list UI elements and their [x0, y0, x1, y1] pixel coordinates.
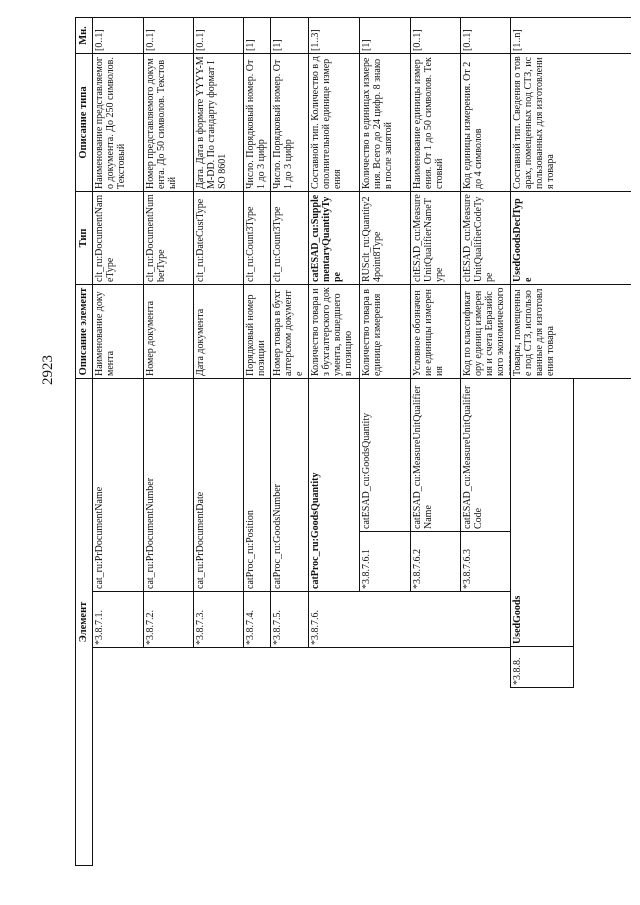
- multiplicity: [1..n]: [510, 17, 631, 54]
- element-type: clt_ru:DateCustType: [193, 191, 244, 285]
- type-description: Код единицы измерения. От 2 до 4 символо…: [460, 53, 511, 192]
- multiplicity: [0..1]: [143, 17, 194, 54]
- element-type: catESAD_cu:SupplementaryQuantityType: [308, 191, 360, 285]
- type-description: Число. Порядковый номер. От 1 до 3 цифр: [270, 53, 309, 192]
- multiplicity: [1]: [243, 17, 271, 54]
- element-number: *3.8.7.6.1: [359, 531, 411, 592]
- element-name: UsedGoods: [510, 378, 574, 647]
- header-type: Тип: [75, 191, 93, 285]
- element-number: *3.8.7.3.: [193, 591, 244, 648]
- element-name: catProc_ru:GoodsQuantity: [308, 378, 360, 592]
- type-description: Число. Порядковый номер. От 1 до 3 цифр: [243, 53, 271, 192]
- multiplicity: [0..1]: [410, 17, 461, 54]
- type-description: Составной тип. Количество в дополнительн…: [308, 53, 360, 192]
- element-description: Код по классификатору единиц измерения и…: [460, 284, 511, 379]
- element-number: *3.8.7.1.: [92, 591, 144, 648]
- element-type: cltESAD_cu:MeasureUnitQualifierCodeType: [460, 191, 511, 285]
- element-name: catESAD_cu:MeasureUnitQualifierName: [410, 378, 461, 532]
- element-description: Номер документа: [143, 284, 194, 379]
- type-description: Наименование представляемого документа. …: [92, 53, 144, 192]
- element-type: cltESAD_cu:MeasureUnitQualifierNameType: [410, 191, 461, 285]
- header-multiplicity: Мн.: [75, 17, 93, 54]
- element-description: Дата документа: [193, 284, 244, 379]
- element-type: UsedGoodsDeclType: [510, 191, 631, 285]
- header-element-description: Описание элемента: [75, 284, 93, 379]
- multiplicity: [0..1]: [193, 17, 244, 54]
- element-name: catProc_ru:GoodsNumber: [270, 378, 309, 592]
- element-number: *3.8.7.4.: [243, 591, 271, 648]
- type-description: Дата. Дата в формате YYYY-MM-DD. По стан…: [193, 53, 244, 192]
- element-name: cat_ru:PrDocumentName: [92, 378, 144, 592]
- element-name: cat_ru:PrDocumentNumber: [143, 378, 194, 592]
- element-number: *3.8.7.6.: [308, 591, 511, 648]
- element-description: Количество товара в единице измерения: [359, 284, 411, 379]
- element-description: Количество товара из бухгалтерского доку…: [308, 284, 360, 379]
- element-description: Наименование документа: [92, 284, 144, 379]
- element-type: clt_ru:Count3Type: [243, 191, 271, 285]
- element-description: Номер товара в бухгалтерском документе: [270, 284, 309, 379]
- element-description: Условное обозначение единицы измерения: [410, 284, 461, 379]
- element-type: RUSclt_ru:Quantity24point8Type: [359, 191, 411, 285]
- element-type: clt_ru:DocumentNameType: [92, 191, 144, 285]
- header-type-description: Описание типа: [75, 53, 93, 192]
- element-name: catProc_ru:Position: [243, 378, 271, 592]
- element-type: clt_ru:Count3Type: [270, 191, 309, 285]
- element-name: catESAD_cu:MeasureUnitQualifierCode: [460, 378, 511, 532]
- element-name: catESAD_cu:GoodsQuantity: [359, 378, 411, 532]
- element-number: *3.8.7.2.: [143, 591, 194, 648]
- multiplicity: [0..1]: [92, 17, 144, 54]
- multiplicity: [1]: [359, 17, 411, 54]
- multiplicity: [1..3]: [308, 17, 360, 54]
- element-description: Порядковый номер позиции: [243, 284, 271, 379]
- header-element: Элемент: [75, 378, 93, 866]
- element-description: Товары, помещенные под СТЗ, использованн…: [510, 284, 631, 379]
- element-name: cat_ru:PrDocumentDate: [193, 378, 244, 592]
- type-description: Составной тип. Сведения о товарах, помещ…: [510, 53, 631, 192]
- element-number: *3.8.7.6.2: [410, 531, 461, 592]
- multiplicity: [1]: [270, 17, 309, 54]
- element-number: *3.8.7.5.: [270, 591, 309, 648]
- type-description: Номер представляемого документа. До 50 с…: [143, 53, 194, 192]
- type-description: Наименование единицы измерения. От 1 до …: [410, 53, 461, 192]
- multiplicity: [0..1]: [460, 17, 511, 54]
- page-number: 2923: [40, 355, 56, 385]
- type-description: Количество в единицах измерения. Всего д…: [359, 53, 411, 192]
- element-number: *3.8.7.6.3: [460, 531, 511, 592]
- element-type: clt_ru:DocumentNumberType: [143, 191, 194, 285]
- element-number: *3.8.8.: [510, 646, 574, 688]
